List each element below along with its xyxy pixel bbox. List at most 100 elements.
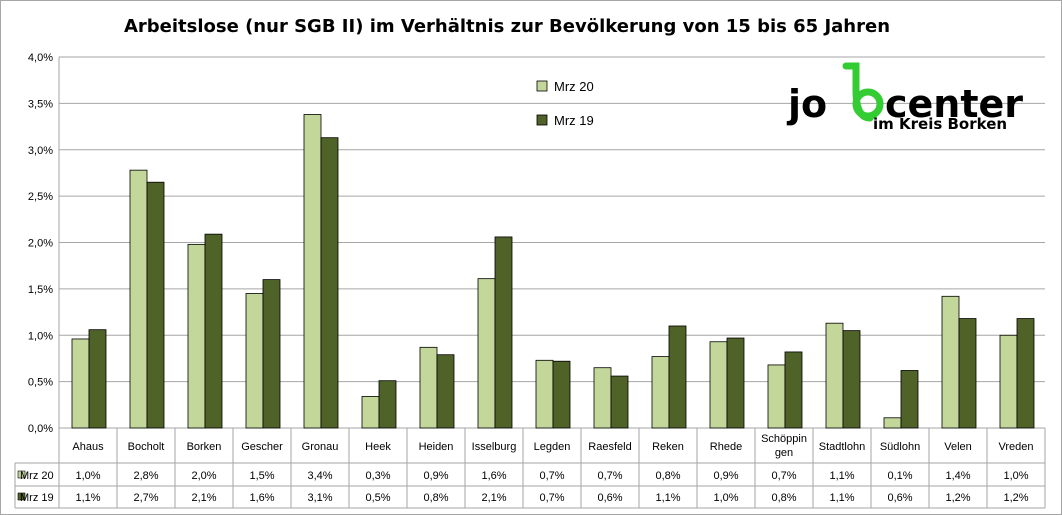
y-tick-label: 1,0%: [28, 330, 53, 342]
bar-mrz19: [726, 337, 745, 429]
x-category-label: Gronau: [302, 441, 339, 453]
table-cell: 0,9%: [713, 470, 738, 482]
x-category-label: Stadtlohn: [819, 441, 865, 453]
table-cell: 1,2%: [945, 492, 970, 504]
table-series-label: Mrz 20: [20, 470, 54, 482]
table-cell: 2,1%: [481, 492, 506, 504]
bar-mrz19: [842, 330, 861, 429]
table-cell: 0,8%: [423, 492, 448, 504]
y-tick-label: 4,0%: [28, 52, 53, 64]
logo-subtitle: im Kreis Borken: [873, 115, 1007, 133]
x-category-label: Heiden: [419, 441, 454, 453]
bar-mrz19: [436, 354, 455, 429]
bar-mrz20: [245, 293, 264, 429]
table-cell: 0,8%: [771, 492, 796, 504]
bar-mrz20: [999, 334, 1018, 429]
bar-mrz20: [303, 114, 322, 429]
table-cell: 0,7%: [539, 470, 564, 482]
bar-mrz19: [88, 329, 107, 429]
x-category-label: Rhede: [710, 441, 742, 453]
table-cell: 0,1%: [887, 470, 912, 482]
legend: Mrz 20 Mrz 19: [536, 79, 594, 128]
y-tick-label: 3,0%: [28, 145, 53, 157]
table-cell: 0,8%: [655, 470, 680, 482]
legend-swatch: [536, 114, 548, 126]
table-cell: 1,0%: [75, 470, 100, 482]
jobcenter-logo: jo center im Kreis Borken: [786, 62, 1023, 133]
table-cell: 3,1%: [307, 492, 332, 504]
bar-mrz20: [825, 322, 844, 429]
legend-label: Mrz 19: [554, 113, 594, 128]
x-category-label: Legden: [534, 441, 571, 453]
bar-mrz20: [129, 169, 148, 429]
table-cell: 1,0%: [1003, 470, 1028, 482]
data-table: Ahaus 1,0% 1,1% Bocholt 2,8% 2,7% Borken 2,0% 2,…: [14, 428, 1046, 509]
x-category-label: Gescher: [241, 441, 283, 453]
chart-title: Arbeitslose (nur SGB II) im Verhältnis z…: [124, 16, 890, 37]
table-cell: 1,1%: [829, 492, 854, 504]
x-category-label: Bocholt: [128, 441, 165, 453]
table-cell: 0,9%: [423, 470, 448, 482]
table-cell: 0,6%: [597, 492, 622, 504]
bar-mrz20: [361, 396, 380, 429]
bar-mrz20: [941, 295, 960, 429]
table-cell: 3,4%: [307, 470, 332, 482]
y-axis-ticks: 0,0% 0,5% 1,0% 1,5% 2,0% 2,5% 3,0% 3,5% 4,0%: [28, 52, 53, 435]
table-cell: 1,6%: [249, 492, 274, 504]
y-tick-label: 2,0%: [28, 238, 53, 250]
bars: [71, 114, 1035, 429]
x-category-label: Vreden: [998, 441, 1033, 453]
bar-mrz20: [593, 367, 612, 429]
bar-mrz20: [709, 341, 728, 429]
x-category-label: Südlohn: [880, 441, 920, 453]
table-cell: 0,3%: [365, 470, 390, 482]
bar-mrz19: [204, 233, 223, 429]
table-cell: 2,8%: [133, 470, 158, 482]
bar-mrz19: [1016, 318, 1035, 429]
bar-mrz19: [320, 137, 339, 429]
y-tick-label: 0,5%: [28, 377, 53, 389]
bar-mrz19: [784, 351, 803, 429]
table-cell: 0,6%: [887, 492, 912, 504]
bar-mrz20: [535, 359, 554, 429]
y-tick-label: 2,5%: [28, 191, 53, 203]
table-cell: 1,5%: [249, 470, 274, 482]
bar-mrz19: [958, 318, 977, 429]
x-category-label: Velen: [944, 441, 972, 453]
logo-text-jo: jo: [786, 82, 827, 126]
x-category-label: Schöppin gen: [761, 433, 807, 459]
bar-mrz19: [610, 375, 629, 429]
table-cell: 0,7%: [771, 470, 796, 482]
bar-mrz19: [900, 370, 919, 429]
bar-mrz20: [187, 243, 206, 429]
bar-mrz19: [262, 279, 281, 429]
bar-mrz19: [668, 325, 687, 429]
logo-text-center: center: [885, 82, 1023, 126]
y-tick-label: 3,5%: [28, 98, 53, 110]
bar-mrz20: [883, 417, 902, 429]
table-cell: 1,4%: [945, 470, 970, 482]
table-cell: 0,7%: [539, 492, 564, 504]
bar-mrz20: [477, 278, 496, 429]
table-cell: 1,1%: [655, 492, 680, 504]
table-cell: 0,5%: [365, 492, 390, 504]
bar-mrz20: [71, 338, 90, 429]
x-category-label: Isselburg: [472, 441, 517, 453]
x-category-label: Raesfeld: [588, 441, 631, 453]
table-cell: 0,7%: [597, 470, 622, 482]
legend-label: Mrz 20: [554, 79, 594, 94]
bar-mrz19: [378, 380, 397, 429]
table-cell: 1,2%: [1003, 492, 1028, 504]
table-cell: 2,1%: [191, 492, 216, 504]
table-cell: 2,0%: [191, 470, 216, 482]
gridlines: [58, 56, 1045, 508]
bar-mrz20: [767, 364, 786, 429]
x-category-label: Ahaus: [72, 441, 104, 453]
y-tick-label: 1,5%: [28, 284, 53, 296]
bar-mrz19: [552, 360, 571, 429]
table-cell: 1,6%: [481, 470, 506, 482]
y-tick-label: 0,0%: [28, 423, 53, 435]
logo-b-glyph: [842, 62, 884, 122]
